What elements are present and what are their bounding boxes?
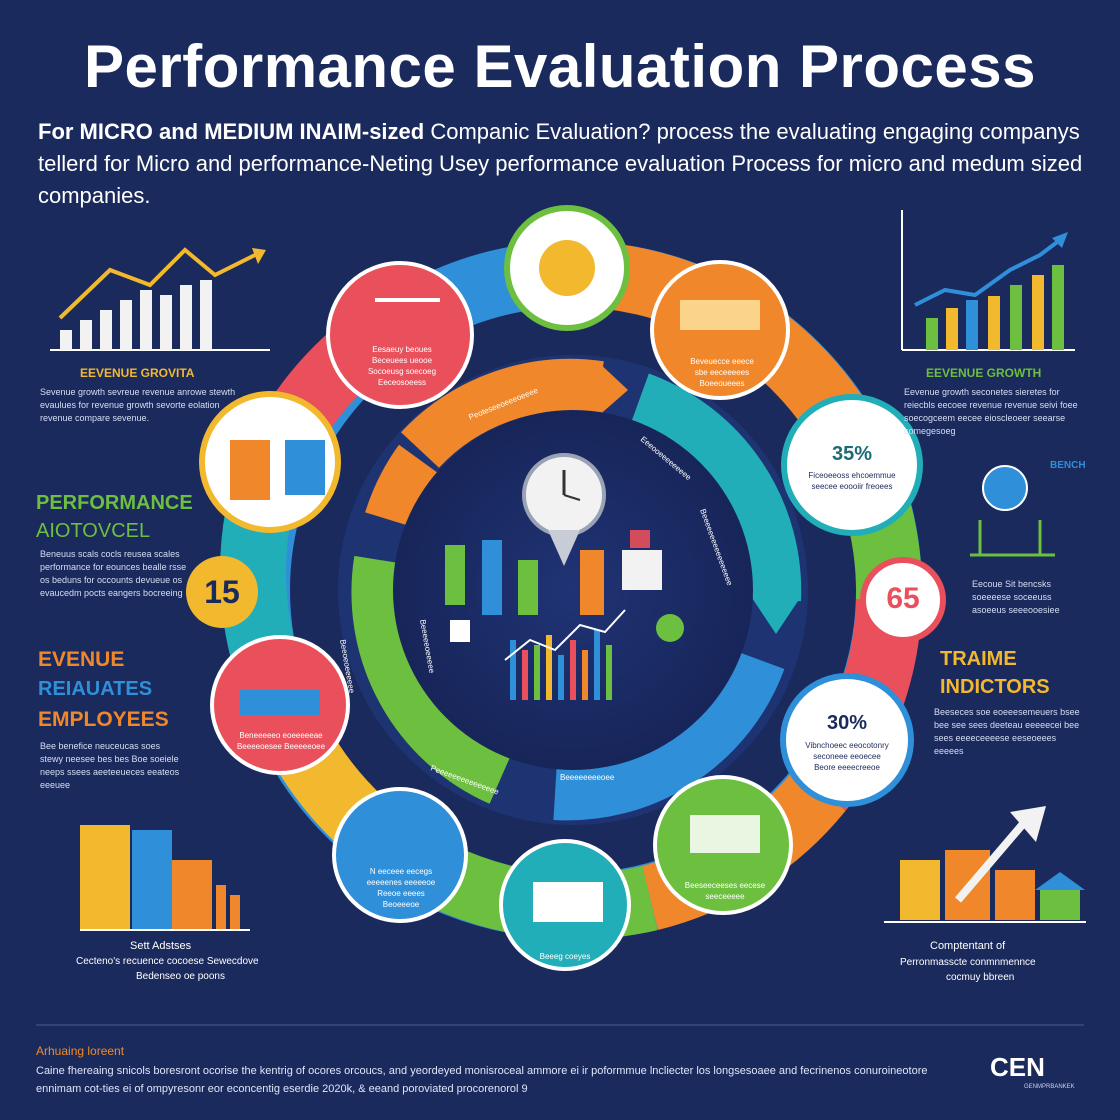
left-chart-caption-1: Sett Adstses (130, 940, 192, 952)
indictors-label: INDICTORS (940, 676, 1050, 698)
node-right-30 (780, 673, 914, 807)
node-bottom-label: Beeeg coeyes (539, 952, 591, 961)
performance-desc: Beneuus scals cocls reusea scales perfor… (40, 549, 187, 598)
employees-desc: Bee benefice neuceucas soes stewy neesee… (40, 741, 180, 790)
node-left-bottom-label: Beneeeeeo eoeeeeeae Beeeeoesee Beeeeeoee (236, 731, 326, 751)
node-right-65 (860, 557, 946, 643)
intro-text: For MICRO and MEDIUM INAIM-sized Compani… (38, 116, 1098, 212)
reluates-label: REIAUATES (38, 678, 153, 700)
bench-desc: Eecoue Sit bencsks soeeeese soceeuss aso… (972, 579, 1060, 615)
traine-label: TRAIME (940, 648, 1017, 670)
node-left-bottom (210, 635, 350, 775)
node-top (504, 205, 630, 331)
pct-30: 30% (826, 712, 868, 734)
employees-label: EMPLOYEES (38, 708, 169, 731)
node-bottom-left-label: N eeceee eecegs eeeeenes eeeeeoe Reeoe e… (366, 867, 436, 909)
logo-name: CEN (990, 1052, 1045, 1082)
right-growth-label: EEVENUE GROWTH (926, 366, 1042, 380)
stat-65: 65 (886, 582, 920, 615)
performance-label: PERFORMANCE (36, 492, 193, 514)
intro-bold: For MICRO and MEDIUM INAIM-sized (38, 119, 425, 144)
pct-35-label: Ficeoeeoss ehcoemmue seecee eoooiir freo… (808, 471, 896, 491)
node-top-right-label: Beveuecce eeece sbe eeceeeees Boeeoueees (690, 357, 754, 388)
globe-icon (656, 614, 684, 642)
evenue-label: EVENUE (38, 648, 125, 671)
right-caption-1: Comptentant of (930, 940, 1006, 952)
footer-text: Caine fhereaing snicols boresront ocoris… (36, 1065, 928, 1095)
footer-title: Arhuaing loreent (36, 1044, 125, 1058)
page-title: Performance Evaluation Process (83, 33, 1037, 100)
center-dashboard (445, 453, 684, 700)
right-caption-2: Perronmasscte conmnmennce (900, 957, 1036, 968)
company-logo: CEN (990, 1052, 1045, 1083)
node-right-35 (781, 394, 923, 536)
left-growth-chart (50, 247, 270, 351)
left-chart-caption-3: Bedenseo oe poons (136, 971, 225, 982)
node-top-right (650, 260, 790, 400)
node-bottom (499, 839, 631, 971)
left-bar-chart (80, 825, 250, 931)
left-chart-caption-2: Cecteno's recuence cocoese Sewecdove (76, 956, 259, 967)
left-growth-desc: Sevenue growth sevreue revenue anrowe st… (40, 387, 236, 423)
city-illustration (884, 806, 1086, 923)
node-top-left (326, 261, 474, 409)
indictors-desc: Beeseces soe eoeeesemeuers bsee bee see … (934, 707, 1080, 756)
bench-icon (970, 465, 1055, 557)
performance-sub: AIOTOVCEL (36, 520, 151, 542)
node-top-left-label: Eesaeuy beoues Beceuees ueooe Socoeusg s… (367, 345, 437, 387)
node-bottom-right (653, 775, 793, 915)
line-chart-icon (450, 609, 626, 700)
node-bottom-left (332, 787, 468, 923)
pct-35: 35% (831, 443, 873, 465)
logo-sub: GENMPRBANKEK (1024, 1084, 1075, 1090)
stat-15: 15 (204, 574, 240, 610)
node-left-15 (186, 556, 258, 628)
pct-30-label: Vibnchoeec eeocotonry seconeee eeoecee B… (805, 741, 889, 772)
inner-ring (338, 355, 808, 825)
node-bottom-right-label: Beeseeceeses eecese seeceeeee (684, 881, 766, 901)
node-left-image (199, 391, 341, 533)
bar-chart-icon (445, 530, 662, 615)
intro-rest: Companic Evaluation? process the evaluat… (38, 119, 1083, 208)
left-growth-label: EEVENUE GROVITA (80, 366, 195, 380)
right-growth-desc: Eevenue growth seconetes sieretes for re… (904, 387, 1078, 436)
right-growth-chart (901, 210, 1075, 351)
bench-label: BENCH (1050, 460, 1086, 471)
ring-label-3: Beeeeeeeeoee (560, 773, 615, 782)
right-caption-3: cocmuy bbreen (946, 972, 1015, 983)
